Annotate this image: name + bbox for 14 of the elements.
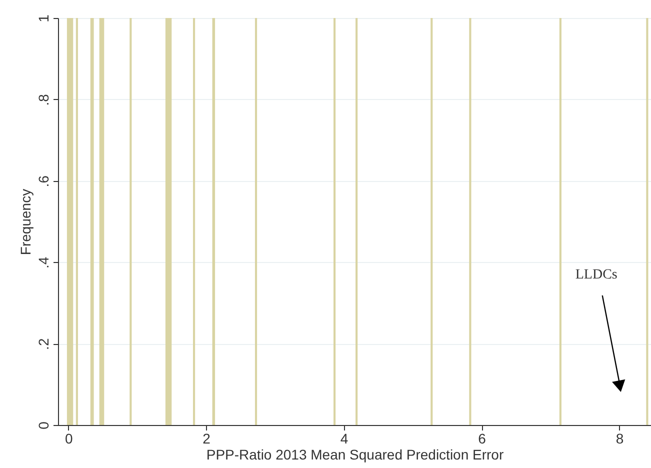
x-tick-label: 8 — [616, 430, 624, 446]
x-tick-label: 6 — [478, 430, 486, 446]
y-tick-label: 1 — [36, 14, 52, 22]
y-tick-label: .2 — [36, 338, 52, 350]
y-tick-label: 0 — [36, 421, 52, 430]
y-axis-title: Frequency — [18, 188, 34, 256]
x-axis-title: PPP-Ratio 2013 Mean Squared Prediction Error — [206, 446, 504, 462]
annotation: LLDCs — [575, 267, 618, 282]
y-tick-label: .6 — [36, 175, 52, 188]
x-tick-label: 4 — [340, 430, 348, 446]
x-tick-label: 0 — [64, 430, 73, 446]
y-tick-label: .8 — [36, 94, 52, 106]
y-tick-label: .4 — [36, 256, 52, 269]
x-tick-label: 2 — [202, 430, 211, 446]
